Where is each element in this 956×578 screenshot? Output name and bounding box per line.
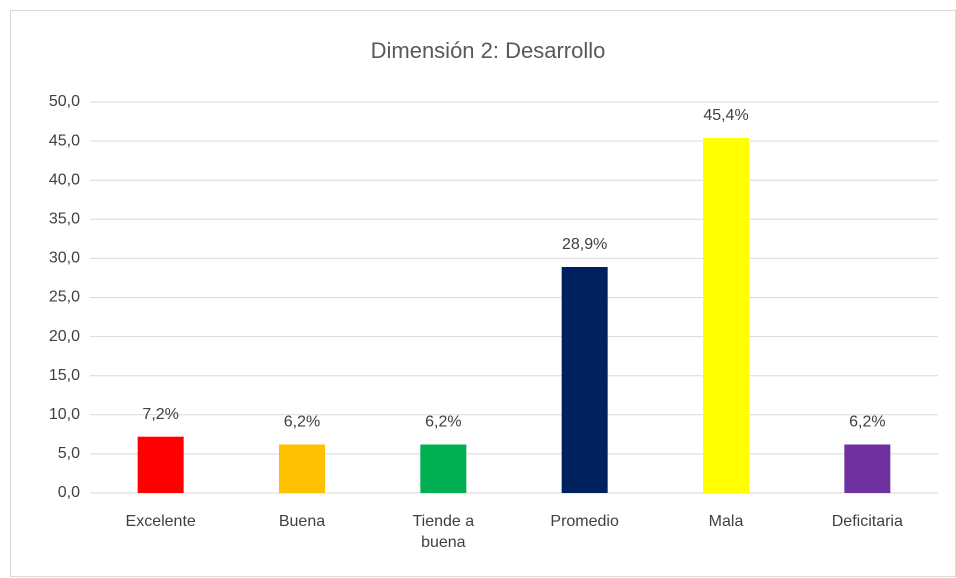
chart-title: Dimensión 2: Desarrollo <box>371 38 606 63</box>
bar <box>844 444 891 493</box>
y-tick-label: 30,0 <box>49 250 80 267</box>
y-tick-label: 0,0 <box>58 484 80 501</box>
bar <box>137 436 184 493</box>
x-tick-label: Mala <box>708 513 744 530</box>
y-tick-label: 25,0 <box>49 289 80 306</box>
value-label: 7,2% <box>142 406 178 423</box>
bar <box>420 444 467 493</box>
x-tick-label: Deficitaria <box>831 513 903 530</box>
y-tick-label: 10,0 <box>49 406 80 423</box>
value-label: 28,9% <box>562 236 607 253</box>
bar <box>703 137 749 494</box>
bar <box>279 444 325 493</box>
y-tick-label: 50,0 <box>49 93 80 110</box>
bar <box>561 267 608 493</box>
y-tick-label: 15,0 <box>49 367 80 384</box>
y-tick-label: 40,0 <box>49 171 80 188</box>
y-tick-label: 20,0 <box>49 328 80 345</box>
x-tick-label: Promedio <box>550 513 619 530</box>
value-label: 6,2% <box>425 414 461 431</box>
x-tick-label: Excelente <box>125 513 196 530</box>
value-label: 6,2% <box>849 414 885 431</box>
value-label: 45,4% <box>703 107 748 124</box>
x-tick-label: Buena <box>278 513 326 530</box>
y-tick-label: 5,0 <box>58 445 80 462</box>
y-tick-label: 35,0 <box>49 211 80 228</box>
y-tick-label: 45,0 <box>49 132 80 149</box>
value-label: 6,2% <box>284 414 320 431</box>
x-tick-label: Tiende a buena <box>412 513 475 551</box>
